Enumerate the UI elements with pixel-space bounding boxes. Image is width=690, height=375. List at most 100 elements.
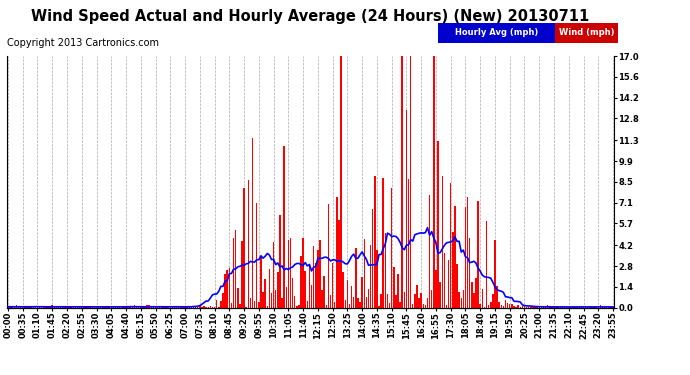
Bar — [581, 306, 582, 308]
Bar — [39, 306, 40, 308]
Bar — [600, 305, 601, 308]
Bar — [117, 307, 118, 308]
Bar — [237, 288, 239, 308]
Bar — [488, 305, 489, 308]
Bar — [260, 257, 262, 307]
Bar — [270, 293, 273, 308]
Bar — [220, 301, 221, 307]
Bar — [88, 307, 89, 308]
Bar — [132, 307, 133, 308]
Bar — [56, 307, 57, 308]
Bar — [326, 305, 327, 308]
Bar — [210, 306, 211, 308]
Bar — [414, 294, 415, 307]
Bar — [228, 268, 230, 308]
Bar — [494, 240, 495, 308]
Bar — [336, 197, 337, 308]
Bar — [199, 305, 201, 308]
Bar — [334, 302, 335, 307]
Bar — [469, 238, 471, 308]
Bar — [244, 189, 245, 308]
Bar — [435, 270, 437, 308]
Bar — [83, 306, 85, 308]
Bar — [273, 242, 275, 308]
Bar — [340, 49, 342, 308]
Bar — [486, 221, 487, 308]
Bar — [522, 306, 523, 308]
Bar — [298, 305, 299, 308]
Bar — [366, 297, 367, 307]
Bar — [100, 307, 101, 308]
Bar — [418, 298, 420, 307]
Bar — [549, 307, 551, 308]
Bar — [282, 298, 283, 307]
Bar — [442, 176, 443, 308]
Bar — [180, 307, 181, 308]
Bar — [72, 307, 74, 308]
Bar — [43, 307, 45, 308]
Bar — [509, 304, 511, 307]
Bar — [389, 303, 391, 307]
Bar — [130, 307, 131, 308]
Bar — [424, 305, 426, 308]
Bar — [110, 306, 112, 308]
Bar — [50, 307, 51, 308]
Bar — [302, 238, 304, 308]
Bar — [230, 303, 232, 307]
Bar — [471, 282, 473, 308]
Bar — [553, 307, 555, 308]
Bar — [264, 279, 266, 308]
Bar — [10, 306, 11, 308]
Bar — [224, 274, 226, 308]
Bar — [404, 292, 405, 308]
Bar — [524, 305, 525, 308]
Bar — [266, 306, 268, 308]
Bar — [507, 303, 509, 307]
Bar — [193, 306, 194, 308]
Bar — [376, 250, 377, 307]
Bar — [477, 201, 479, 308]
Bar — [444, 254, 445, 308]
Bar — [382, 178, 384, 308]
Bar — [450, 183, 451, 308]
Bar — [317, 249, 319, 308]
Bar — [480, 304, 481, 307]
Bar — [77, 307, 78, 308]
Bar — [446, 305, 447, 308]
Bar — [62, 307, 63, 308]
Bar — [511, 303, 513, 307]
Bar — [342, 272, 344, 308]
Bar — [310, 285, 313, 308]
Text: Copyright 2013 Cartronics.com: Copyright 2013 Cartronics.com — [7, 38, 159, 48]
Bar — [338, 220, 339, 308]
Bar — [233, 238, 235, 308]
Bar — [142, 307, 144, 308]
Bar — [216, 300, 217, 307]
Bar — [346, 280, 348, 308]
Bar — [26, 307, 28, 308]
Bar — [286, 287, 287, 308]
Bar — [400, 302, 401, 307]
Bar — [284, 146, 285, 308]
Bar — [570, 306, 571, 308]
Bar — [106, 306, 108, 308]
Bar — [406, 110, 407, 308]
Bar — [391, 188, 393, 308]
Bar — [355, 248, 357, 308]
Bar — [496, 285, 497, 308]
Bar — [368, 289, 369, 308]
Bar — [119, 307, 121, 308]
Bar — [460, 298, 462, 307]
Bar — [146, 305, 148, 308]
Bar — [412, 304, 413, 307]
Bar — [492, 294, 493, 307]
Bar — [128, 307, 129, 308]
Bar — [292, 278, 293, 308]
Bar — [530, 307, 531, 308]
Bar — [262, 292, 264, 308]
Bar — [212, 307, 213, 308]
Bar — [610, 307, 611, 308]
Bar — [300, 256, 302, 307]
Bar — [306, 302, 308, 307]
Bar — [14, 306, 15, 308]
